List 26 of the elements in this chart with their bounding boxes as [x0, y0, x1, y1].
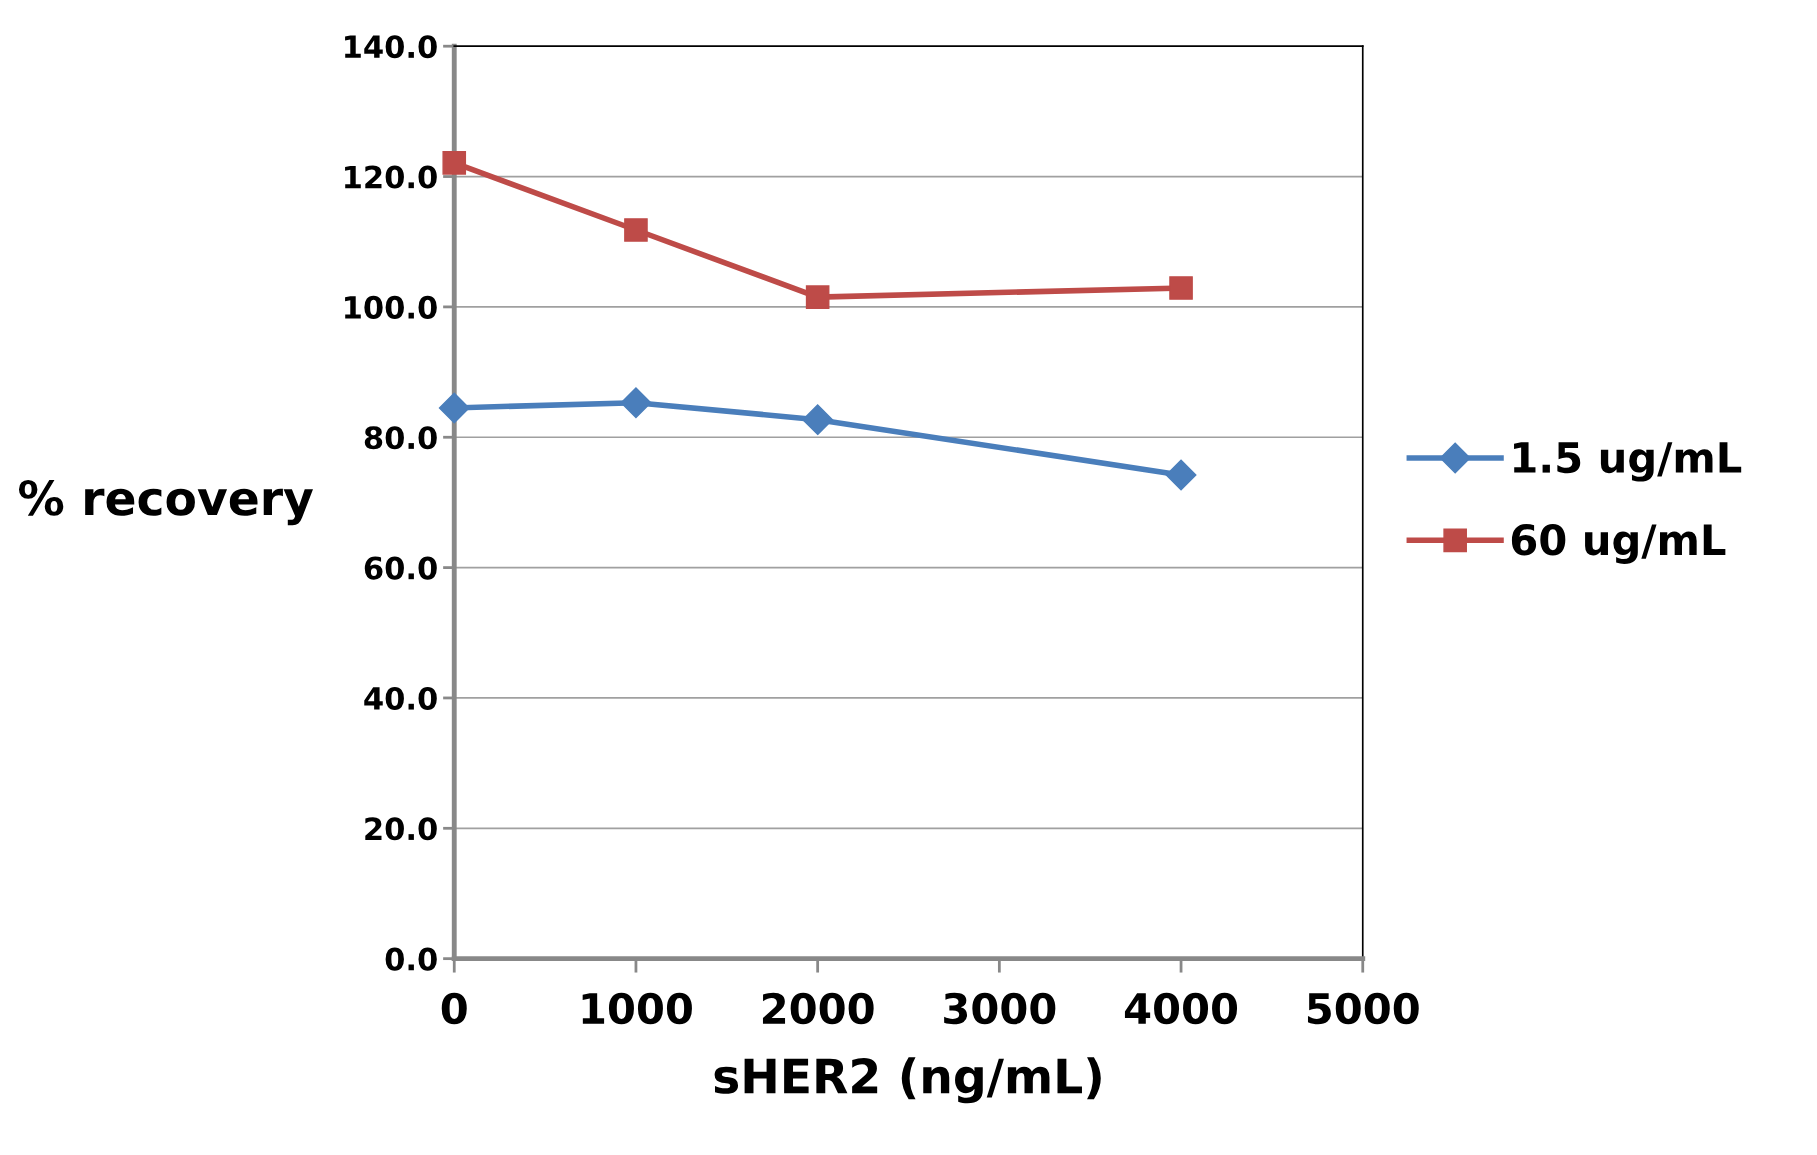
point [1169, 276, 1193, 300]
y-tick-label: 80.0 [364, 426, 437, 450]
x-tick-label: 3000 [944, 992, 1056, 1025]
y-tick-label: 60.0 [364, 556, 437, 580]
y-tick-label: 140.0 [345, 35, 437, 59]
y-axis-title: % recovery [18, 480, 313, 526]
x-tick-label: 2000 [762, 992, 874, 1025]
x-tick-label: 4000 [1124, 992, 1238, 1025]
legend-label: 1.5 ug/mL [1514, 442, 1742, 482]
y-tick-label: 100.0 [345, 295, 437, 319]
x-tick-label: 0 [441, 992, 467, 1025]
y-tick-label: 40.0 [364, 686, 437, 710]
point [1165, 459, 1197, 491]
point [438, 392, 470, 424]
legend-label: 60 ug/mL [1511, 523, 1726, 564]
point [805, 285, 830, 309]
point [802, 404, 834, 436]
x-tick-label: 1000 [582, 992, 692, 1025]
point [620, 387, 652, 419]
y-tick-label: 0.0 [385, 947, 437, 971]
y-tick-label: 20.0 [365, 817, 437, 841]
point [624, 218, 648, 242]
x-axis-title: sHER2 (ng/mL) [714, 1057, 1101, 1104]
y-tick-label: 120.0 [345, 165, 437, 189]
point [442, 151, 467, 175]
x-tick-label: 5000 [1307, 992, 1419, 1025]
